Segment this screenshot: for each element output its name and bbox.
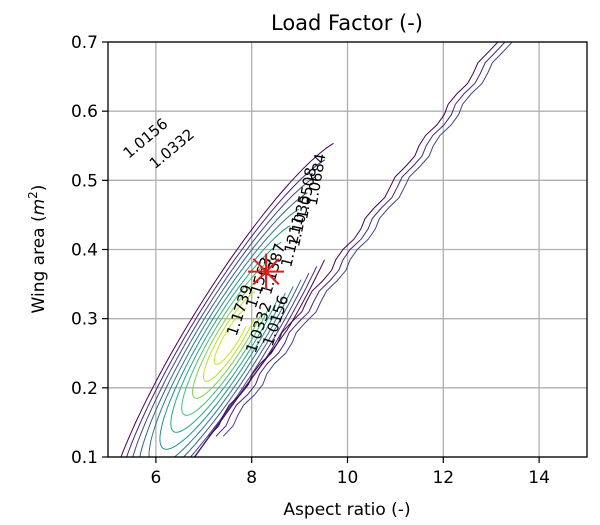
contour-line <box>222 42 513 437</box>
y-tick-label: 0.3 <box>71 310 98 330</box>
optimum-marker-stroke <box>252 258 280 286</box>
y-tick-label: 0.1 <box>71 448 98 468</box>
contour-line <box>139 192 308 457</box>
y-axis-label-close: ) <box>29 185 49 192</box>
contour-line <box>213 307 247 365</box>
contour-line <box>208 42 499 437</box>
y-axis-label-exp: 2 <box>26 191 40 199</box>
contour-line <box>203 291 256 382</box>
grid-lines <box>108 41 587 458</box>
contour-line <box>215 42 506 437</box>
y-tick-label: 0.5 <box>71 171 98 191</box>
y-axis-label-var: m <box>29 199 49 216</box>
contour-line <box>192 274 265 399</box>
contour-line <box>159 225 291 450</box>
optimum-marker <box>248 253 285 290</box>
y-axis-label: Wing area (m2) <box>26 185 49 314</box>
x-tick-label: 6 <box>150 468 161 488</box>
contour-lines <box>120 42 513 457</box>
contour-line <box>181 258 273 416</box>
contour-line <box>170 241 282 433</box>
x-tick-label: 12 <box>432 468 454 488</box>
x-axis-ticks: 6 8 10 12 14 <box>150 457 550 488</box>
y-axis-ticks: 0.1 0.2 0.3 0.4 0.5 0.6 0.7 <box>71 33 108 468</box>
contour-line <box>132 175 317 457</box>
y-tick-label: 0.4 <box>71 241 98 261</box>
y-tick-label: 0.6 <box>71 102 98 122</box>
y-axis-label-text: Wing area ( <box>29 215 49 313</box>
x-axis-label: Aspect ratio (-) <box>283 500 410 520</box>
y-tick-label: 0.7 <box>71 33 98 53</box>
chart-title: Load Factor (-) <box>271 11 423 35</box>
x-tick-label: 10 <box>337 468 359 488</box>
contour-line <box>126 159 326 457</box>
y-tick-label: 0.2 <box>71 379 98 399</box>
x-tick-label: 8 <box>246 468 257 488</box>
x-tick-label: 14 <box>528 468 550 488</box>
contour-line <box>148 208 299 457</box>
